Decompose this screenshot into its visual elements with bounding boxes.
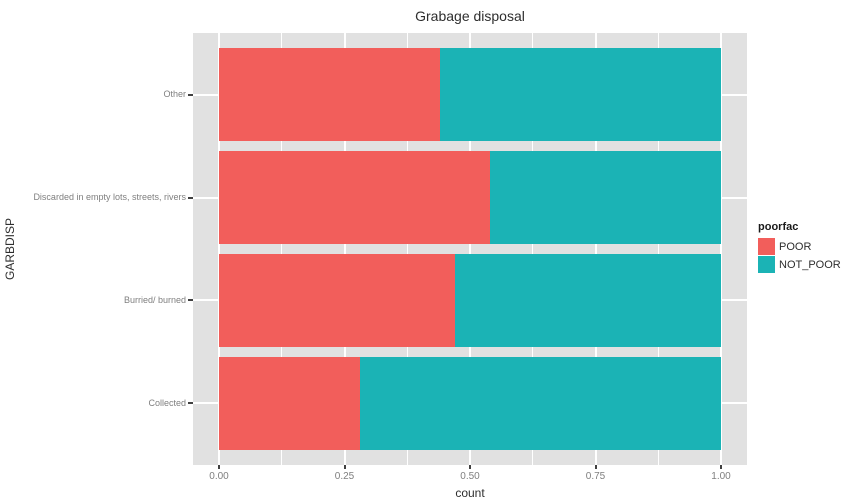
minor-gridline bbox=[406, 33, 408, 465]
y-axis-tick-label: Discarded in empty lots, streets, rivers bbox=[33, 192, 186, 203]
minor-gridline bbox=[281, 33, 283, 465]
plot-panel bbox=[193, 33, 747, 465]
legend-title: poorfac bbox=[758, 221, 799, 233]
x-axis-tick-label: 0.75 bbox=[585, 471, 606, 482]
y-axis-tick-label: Other bbox=[163, 89, 186, 100]
x-axis-tick-mark bbox=[469, 465, 471, 469]
legend: poorfac POOR NOT_POOR bbox=[758, 221, 841, 274]
bar-segment-poor bbox=[219, 254, 455, 347]
legend-items: POOR NOT_POOR bbox=[758, 238, 841, 273]
x-axis-tick-label: 0.50 bbox=[460, 471, 480, 482]
x-axis-tick-label: 1.00 bbox=[711, 471, 731, 482]
major-gridline bbox=[594, 33, 597, 465]
bar-segment-not_poor bbox=[454, 254, 721, 347]
legend-label: NOT_POOR bbox=[779, 258, 841, 271]
x-axis-tick-mark bbox=[594, 465, 597, 469]
chart-title: Grabage disposal bbox=[415, 8, 525, 24]
bar-segment-poor bbox=[219, 357, 360, 450]
bar-segment-not_poor bbox=[359, 357, 721, 450]
legend-item-poor: POOR bbox=[758, 238, 841, 255]
y-axis-tick-label: Burried/ burned bbox=[123, 294, 186, 305]
minor-gridline bbox=[657, 33, 659, 465]
x-axis-title: count bbox=[455, 486, 485, 500]
legend-item-not_poor: NOT_POOR bbox=[758, 256, 841, 273]
bar-segment-not_poor bbox=[490, 151, 721, 244]
bar-segment-poor bbox=[219, 48, 440, 141]
x-axis-tick-label: 0.25 bbox=[334, 471, 355, 482]
major-gridline bbox=[720, 33, 722, 465]
y-axis-tick-mark bbox=[188, 299, 193, 302]
bar-segment-poor bbox=[219, 151, 491, 244]
major-gridline bbox=[469, 33, 471, 465]
y-axis-tick-label: Collected bbox=[148, 397, 186, 408]
legend-swatch bbox=[758, 238, 775, 255]
x-axis-tick-mark bbox=[343, 465, 346, 469]
y-axis-tick-mark bbox=[188, 93, 193, 96]
y-axis-tick-mark bbox=[188, 402, 193, 405]
major-gridline bbox=[343, 33, 346, 465]
legend-label: POOR bbox=[779, 240, 812, 253]
y-axis-tick-mark bbox=[188, 196, 193, 199]
x-axis-tick-mark bbox=[218, 465, 220, 469]
major-gridline bbox=[218, 33, 220, 465]
x-axis-tick-label: 0.00 bbox=[209, 471, 229, 482]
bar-segment-not_poor bbox=[439, 48, 721, 141]
legend-swatch bbox=[758, 256, 775, 273]
minor-gridline bbox=[532, 33, 534, 465]
x-axis-tick-mark bbox=[720, 465, 722, 469]
